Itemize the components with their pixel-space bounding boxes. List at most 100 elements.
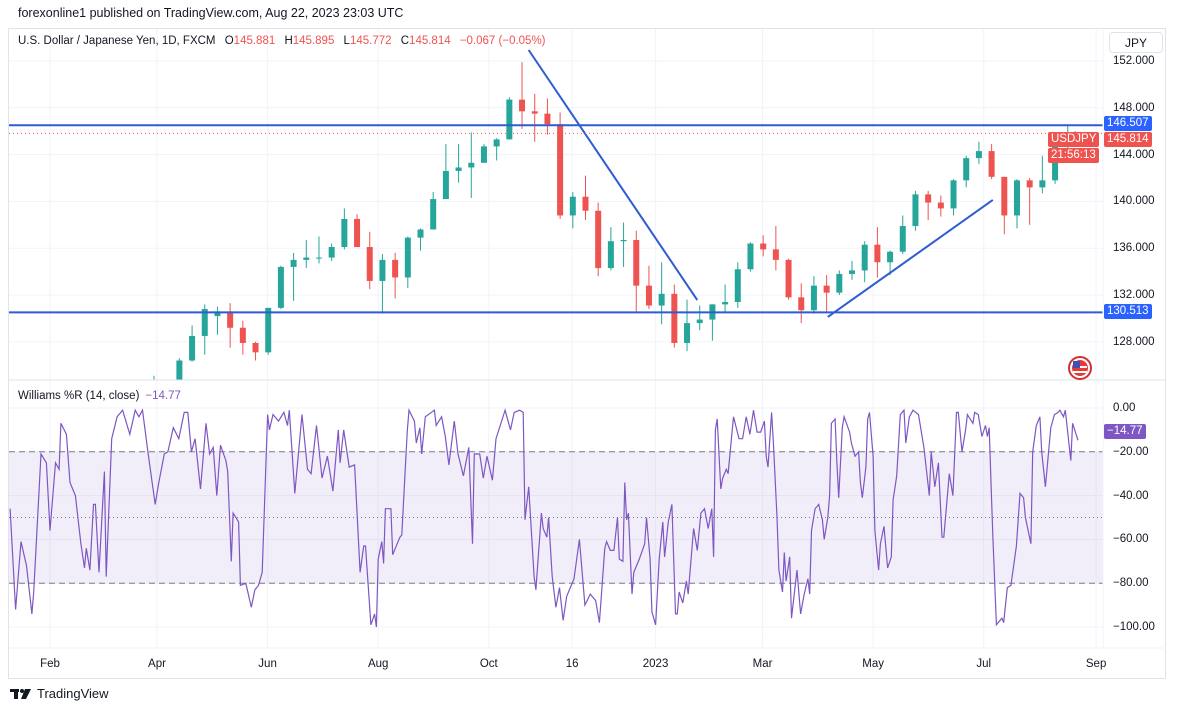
candle: [455, 144, 462, 183]
candlestick-series: [153, 62, 1079, 380]
candle-body: [265, 307, 272, 353]
time-tick-label: Feb: [40, 658, 60, 670]
candle: [849, 261, 856, 280]
candle-body: [1026, 180, 1033, 188]
us-flag-icon[interactable]: [1068, 356, 1092, 380]
time-tick-label: Apr: [148, 658, 166, 670]
price-tick-label: 136.000: [1113, 242, 1155, 255]
candle: [404, 236, 411, 288]
candle-body: [392, 259, 399, 278]
time-tick-label: Aug: [367, 658, 389, 670]
candle-body: [785, 259, 792, 298]
candle: [277, 265, 284, 310]
candle-body: [861, 244, 868, 271]
indicator-tick-label: −40.00: [1113, 489, 1149, 502]
candle-body: [823, 285, 830, 293]
candle-body: [887, 251, 894, 263]
candle-body: [468, 162, 475, 168]
price-tick-label: 152.000: [1113, 55, 1155, 67]
bar-countdown: 21:56:13: [1048, 148, 1099, 163]
williams-band-fill: [9, 451, 1103, 584]
candle: [239, 320, 246, 355]
trend-line-drawing[interactable]: [527, 49, 699, 301]
candle-body: [620, 240, 627, 242]
price-tick-label: 148.000: [1113, 101, 1155, 114]
candle-body: [404, 237, 411, 278]
candle: [189, 325, 196, 362]
candle: [506, 97, 513, 140]
candle: [810, 276, 817, 314]
candle-body: [252, 342, 259, 353]
candle: [963, 155, 970, 188]
candle: [315, 236, 322, 264]
resistance-price-tag: 146.507: [1104, 116, 1152, 131]
open-label: O: [224, 35, 234, 47]
time-tick-label: Oct: [479, 658, 498, 670]
candle-body: [734, 269, 741, 303]
candle: [772, 225, 779, 271]
candle-body: [328, 247, 335, 258]
candle-body: [239, 327, 246, 343]
tradingview-brand[interactable]: TradingView: [10, 686, 109, 701]
candle-body: [366, 247, 373, 281]
low-value: 145.772: [349, 35, 392, 47]
candle: [468, 132, 475, 198]
candle-body: [519, 99, 526, 112]
candle: [569, 192, 576, 229]
candle: [290, 252, 297, 301]
candle: [303, 240, 310, 269]
indicator-tick-label: −100.00: [1113, 621, 1155, 633]
candle: [645, 265, 652, 310]
time-tick-label: Sep: [1085, 658, 1107, 670]
candle-body: [189, 335, 196, 361]
indicator-legend[interactable]: Williams %R (14, close) −14.77: [18, 390, 181, 402]
candle-body: [988, 151, 995, 177]
candle: [265, 307, 272, 355]
candle-body: [1013, 180, 1020, 216]
candle: [912, 190, 919, 231]
candle: [722, 284, 729, 313]
candle: [595, 202, 602, 277]
candle: [988, 144, 995, 180]
candle-body: [315, 257, 322, 259]
candle: [633, 230, 640, 312]
candle-body: [595, 210, 602, 269]
candle: [861, 241, 868, 283]
candle-body: [722, 302, 729, 305]
candle: [341, 208, 348, 250]
candle: [734, 262, 741, 308]
candle-body: [747, 243, 754, 270]
candle: [379, 254, 386, 314]
candle: [785, 258, 792, 300]
open-value: 145.881: [233, 35, 276, 47]
candle-body: [354, 218, 361, 248]
candle-body: [557, 124, 564, 216]
candle-body: [569, 196, 576, 216]
candle-body: [899, 225, 906, 252]
candle: [430, 192, 437, 230]
candle-body: [937, 202, 944, 209]
candle: [747, 242, 754, 272]
candle-body: [684, 323, 691, 343]
candle-body: [214, 311, 221, 317]
candle: [658, 262, 665, 325]
candle: [899, 215, 906, 255]
candle: [696, 305, 703, 331]
candle-body: [963, 158, 970, 181]
candle: [1026, 178, 1033, 225]
currency-button[interactable]: JPY: [1109, 32, 1163, 53]
candle-body: [442, 170, 449, 200]
candle: [392, 252, 399, 299]
time-tick-label: 2023: [642, 658, 669, 670]
symbol-legend: U.S. Dollar / Japanese Yen, 1D, FXCM O14…: [18, 35, 546, 47]
candle: [442, 144, 449, 200]
candle: [798, 283, 805, 324]
candle-body: [658, 293, 665, 306]
trend-line-drawing[interactable]: [827, 199, 994, 318]
candle-body: [645, 285, 652, 306]
candle-body: [455, 167, 462, 171]
candle-body: [925, 194, 932, 203]
candle: [709, 304, 716, 341]
candle-body: [480, 146, 487, 163]
